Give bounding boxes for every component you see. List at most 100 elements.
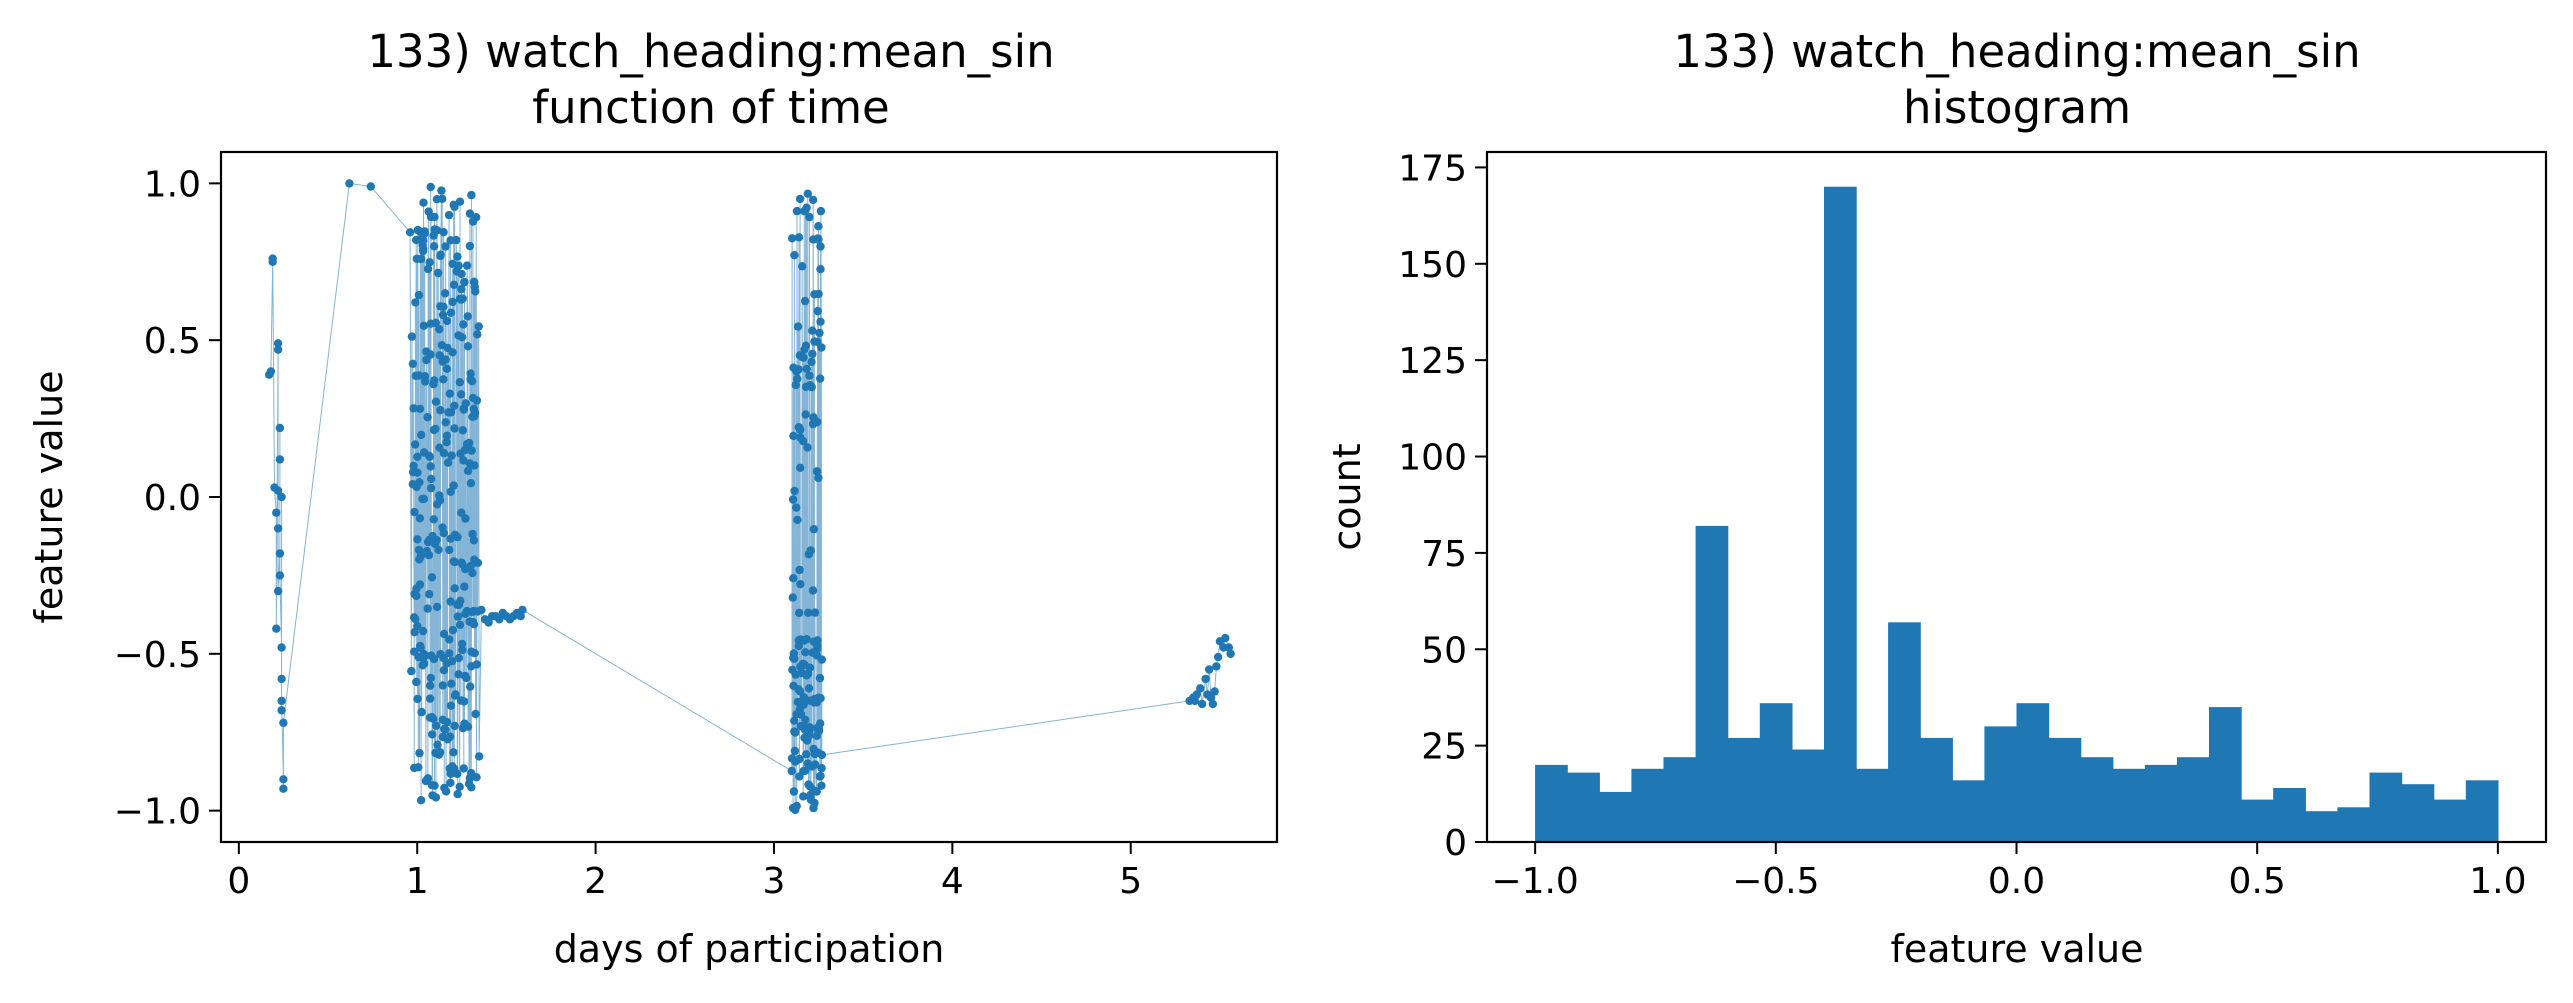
data-point [1196,684,1205,693]
data-point [814,473,823,483]
data-point [801,715,810,724]
data-point [423,264,433,274]
data-point [466,479,476,488]
x-tick-label: 0.5 [2229,861,2286,902]
histogram-bar [1984,726,2018,842]
histogram-bar [2241,799,2274,842]
data-point [816,265,825,274]
data-point [816,206,826,216]
histogram-bar [2433,799,2467,842]
x-tick-label: 3 [763,861,786,902]
data-point [440,289,450,298]
data-point [789,574,798,583]
y-tick-label: 0.5 [144,321,201,362]
data-point [453,769,462,778]
data-point [426,694,435,703]
data-point [495,615,504,624]
data-point [435,496,445,505]
data-point [449,481,458,490]
data-point [802,750,811,759]
right-x-ticks: −1.0 −0.5 0.0 0.5 1.0 [1491,842,2526,902]
data-point [425,590,434,599]
data-point [445,732,455,741]
data-point [800,296,810,306]
data-point [431,424,440,434]
histogram-bar [2112,768,2146,842]
histogram-bar [1856,768,1889,842]
data-point [419,321,429,330]
data-point [411,614,420,624]
histogram-bar [2305,811,2338,842]
data-point [792,503,801,512]
data-point [463,342,473,351]
y-tick-label: −0.5 [114,635,201,676]
data-point [413,694,422,704]
data-point [469,536,479,545]
data-point [802,635,811,644]
data-point [419,494,429,504]
data-point [817,655,826,664]
data-point [450,721,459,731]
data-point [273,486,283,495]
data-point [429,515,438,524]
histogram-bar [1824,186,1857,842]
data-point [431,793,441,802]
data-point [794,233,804,242]
data-point [805,371,814,380]
data-point [454,653,464,663]
data-point [795,608,804,618]
data-point [416,796,426,805]
data-point [409,461,418,470]
data-point [431,318,440,327]
data-point [798,436,808,446]
data-point [450,557,459,567]
left-y-ticks: −1.0 −0.5 0.0 0.5 1.0 [114,164,221,833]
histogram-bar [1920,737,1953,842]
data-point [443,458,453,467]
data-point [458,426,467,435]
histogram-bar [1888,622,1921,842]
data-point [434,545,443,554]
data-point [790,654,799,663]
data-point [427,573,437,582]
y-tick-label: 25 [1421,727,1467,768]
data-point [453,789,462,799]
data-point [472,660,481,669]
data-point [805,212,814,222]
data-point [439,302,448,311]
data-point [418,626,428,636]
data-point [457,390,466,399]
histogram-bar [1952,780,1985,842]
data-point [442,438,451,447]
data-point [1224,643,1234,652]
data-point [455,378,464,387]
data-point [815,328,824,338]
data-point [463,722,473,731]
data-point [413,621,422,631]
data-point [429,654,439,664]
data-point [277,706,286,715]
data-point [410,507,419,517]
histogram-bar [1535,764,1568,842]
data-point [1213,652,1223,662]
data-point [450,401,459,410]
data-point [813,306,822,316]
data-point [275,571,285,580]
data-point [420,651,429,661]
left-subtitle: function of time [532,81,889,134]
data-point [420,377,430,386]
data-point [455,782,464,791]
data-point [801,766,810,775]
data-point [474,322,483,331]
data-point [813,636,822,645]
data-point [801,341,811,350]
data-point [790,746,800,756]
data-point [793,515,802,525]
data-point [804,684,814,693]
histogram-bar [1727,737,1761,842]
histogram-bar [2016,703,2050,842]
data-point [268,254,277,263]
data-point [448,297,457,307]
data-point [802,203,811,212]
series-line [268,182,1232,810]
